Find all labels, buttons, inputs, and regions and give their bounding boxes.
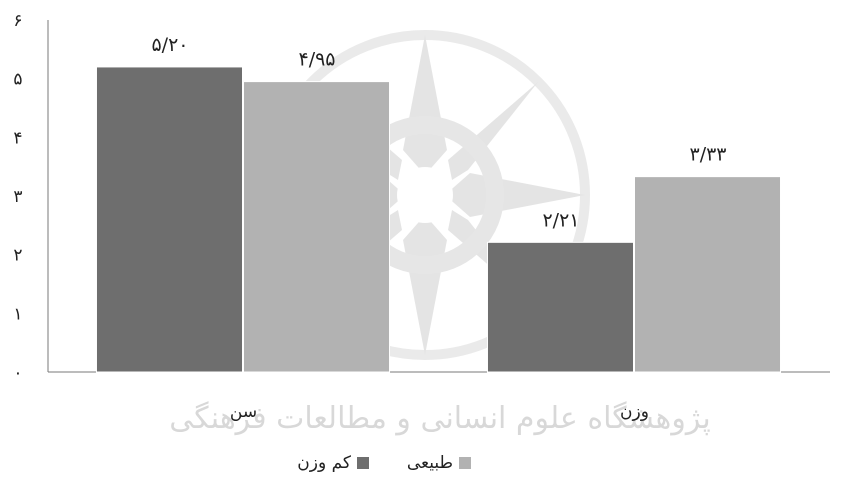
data-label: ۳/۳۳ <box>689 144 726 166</box>
y-tick-label: ۵ <box>13 70 22 90</box>
y-tick-label: ۴ <box>13 128 22 148</box>
category-label: وزن <box>620 402 649 422</box>
bar-underweight <box>95 66 244 373</box>
legend-label: طبیعی <box>407 453 453 473</box>
bar-underweight <box>486 241 635 373</box>
legend-label: کم وزن <box>297 453 352 473</box>
y-tick-label: ۶ <box>13 11 22 31</box>
legend-swatch <box>357 457 369 469</box>
bar-series <box>95 66 782 373</box>
legend-swatch <box>459 457 471 469</box>
data-label: ۴/۹۵ <box>298 49 335 71</box>
y-tick-label: ۰ <box>13 363 22 383</box>
category-labels: سن وزن <box>230 402 649 422</box>
data-label: ۵/۲۰ <box>151 34 188 56</box>
bar-normal <box>243 81 391 373</box>
data-labels: ۵/۲۰ ۴/۹۵ ۲/۲۱ ۳/۳۳ <box>151 34 726 231</box>
category-label: سن <box>230 402 257 422</box>
y-axis-ticks: ۰ ۱ ۲ ۳ ۴ ۵ ۶ <box>13 11 22 383</box>
data-label: ۲/۲۱ <box>542 209 579 231</box>
y-tick-label: ۳ <box>13 187 22 207</box>
y-tick-label: ۲ <box>13 246 22 266</box>
bar-normal <box>634 176 782 373</box>
y-tick-label: ۱ <box>13 304 22 324</box>
legend: کم وزن طبیعی <box>297 453 471 473</box>
watermark-text: پژوهشگاه علوم انسانی و مطالعات فرهنگی <box>169 401 711 436</box>
